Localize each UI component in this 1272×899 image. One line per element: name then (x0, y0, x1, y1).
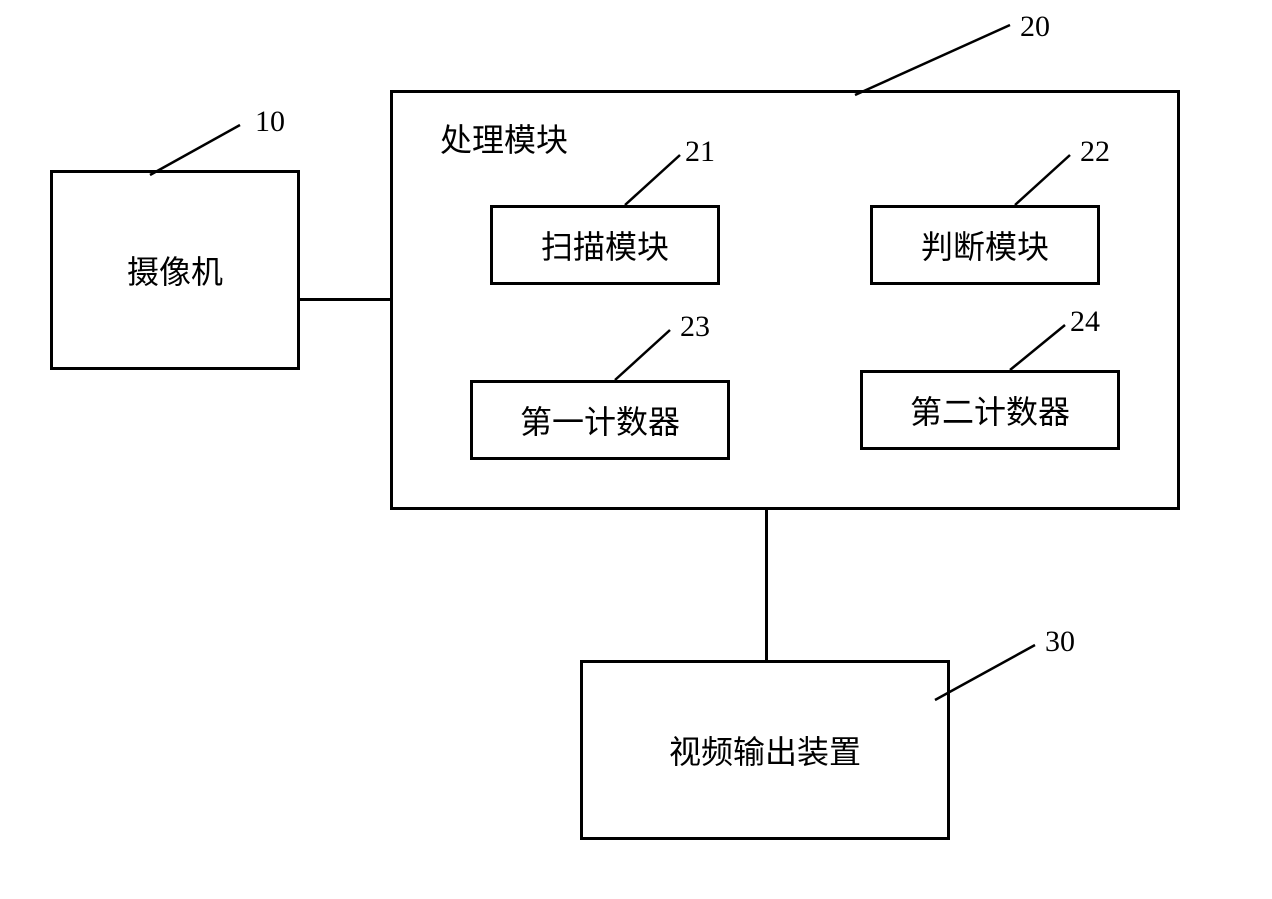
counter2-leader (1005, 320, 1075, 375)
counter1-leader (610, 325, 680, 385)
counter2-label: 第二计数器 (910, 387, 1070, 433)
counter1-label: 第一计数器 (520, 397, 680, 443)
judge-leader (1010, 150, 1080, 210)
scan-ref: 21 (685, 135, 715, 169)
processing-module-title: 处理模块 (440, 115, 568, 161)
scan-leader (620, 150, 690, 210)
camera-ref: 10 (255, 105, 285, 139)
counter1-ref: 23 (680, 310, 710, 344)
judge-module-block: 判断模块 (870, 205, 1100, 285)
judge-label: 判断模块 (921, 222, 1049, 268)
processing-ref: 20 (1020, 10, 1050, 44)
scan-label: 扫描模块 (541, 222, 669, 268)
camera-block: 摄像机 (50, 170, 300, 370)
processing-leader (850, 20, 1020, 100)
scan-module-block: 扫描模块 (490, 205, 720, 285)
connector-camera-processing (300, 298, 390, 301)
judge-ref: 22 (1080, 135, 1110, 169)
video-output-block: 视频输出装置 (580, 660, 950, 840)
video-output-leader (925, 640, 1045, 710)
camera-leader (140, 120, 260, 180)
camera-label: 摄像机 (127, 247, 223, 293)
counter2-block: 第二计数器 (860, 370, 1120, 450)
counter2-ref: 24 (1070, 305, 1100, 339)
connector-processing-video (765, 510, 768, 660)
video-output-ref: 30 (1045, 625, 1075, 659)
counter1-block: 第一计数器 (470, 380, 730, 460)
video-output-label: 视频输出装置 (669, 727, 861, 773)
